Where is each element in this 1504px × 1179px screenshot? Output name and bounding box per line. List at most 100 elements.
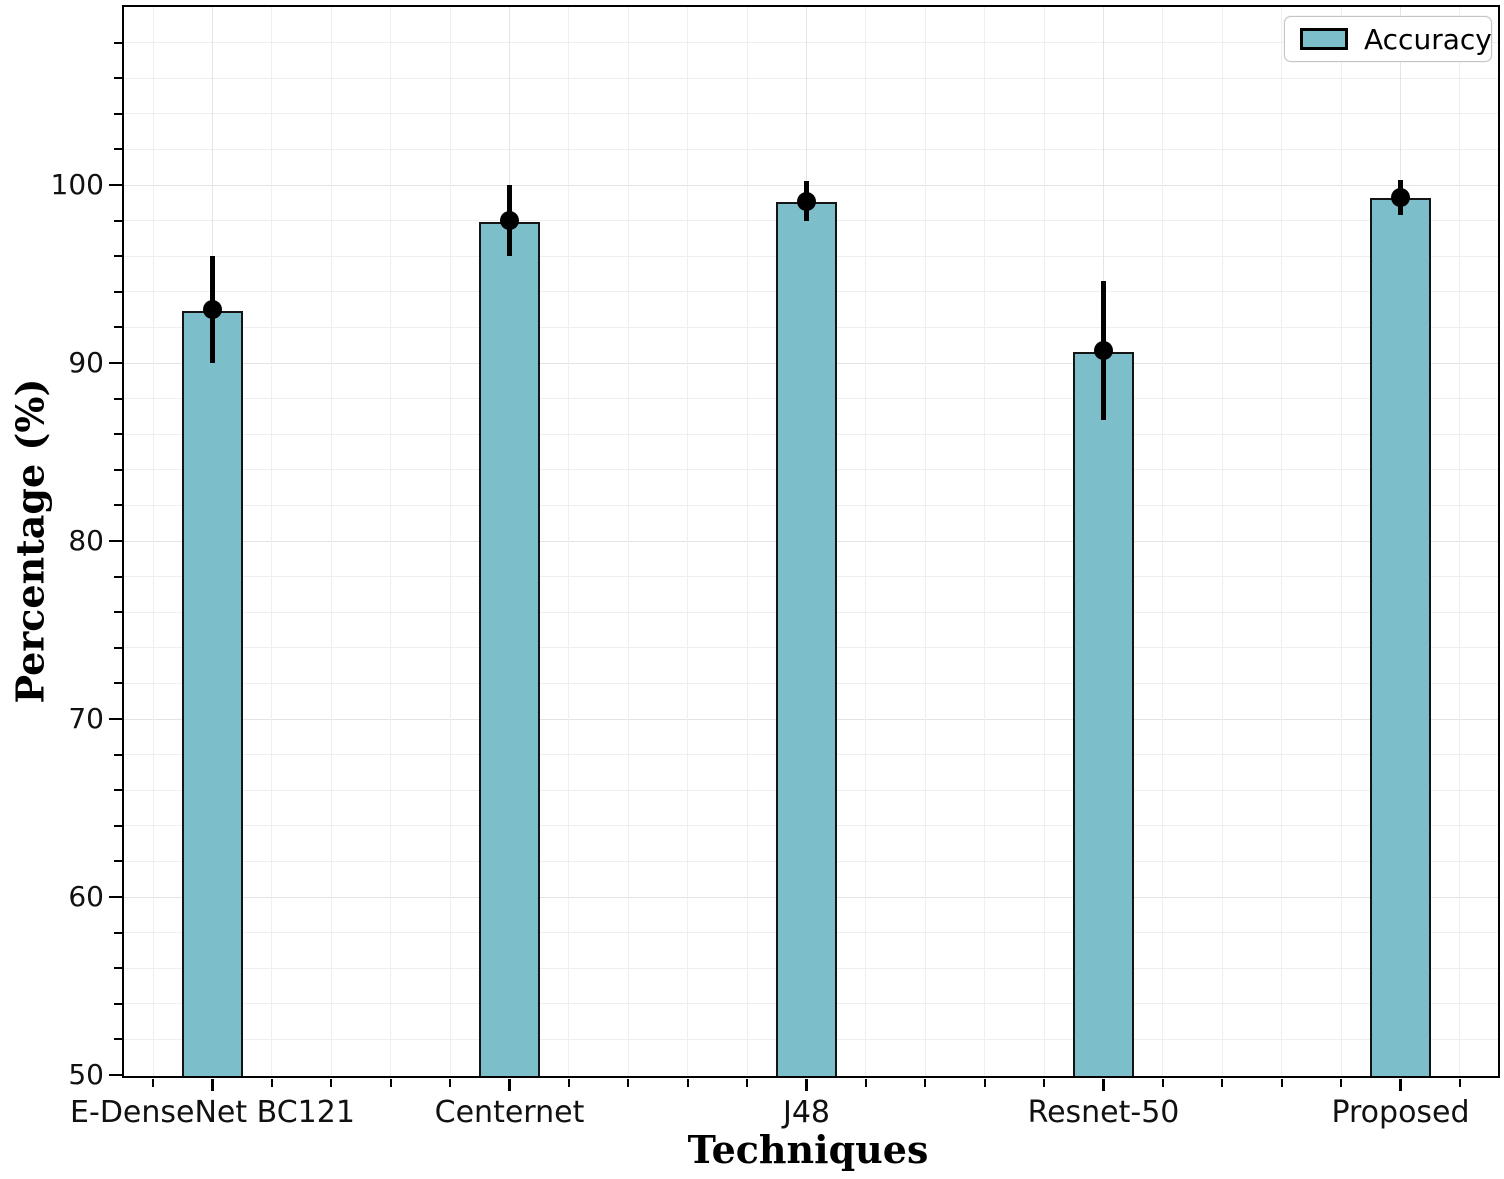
minor-gridline-v: [746, 7, 748, 1076]
x-minor-tick: [983, 1078, 986, 1087]
mean-marker: [500, 211, 519, 231]
y-tick-label: 60: [68, 880, 104, 913]
y-tick-label: 80: [68, 524, 104, 557]
minor-gridline-v: [1281, 7, 1283, 1076]
bar-j48: [776, 202, 837, 1076]
y-tick-label: 50: [68, 1058, 104, 1091]
y-minor-tick: [114, 326, 122, 329]
y-minor-tick: [114, 682, 122, 685]
x-minor-tick: [330, 1078, 333, 1087]
x-major-tick: [1102, 1078, 1105, 1091]
y-minor-tick: [114, 148, 122, 151]
y-minor-tick: [114, 255, 122, 258]
minor-gridline-v: [984, 7, 986, 1076]
minor-gridline-v: [152, 7, 154, 1076]
y-major-tick: [109, 183, 122, 187]
bar-centernet: [479, 221, 540, 1076]
x-tick-label: Resnet-50: [1027, 1095, 1180, 1130]
y-minor-tick: [114, 290, 122, 293]
y-minor-tick: [114, 219, 122, 222]
bar-e-densenet-bc121: [182, 310, 243, 1076]
mean-marker: [797, 191, 816, 211]
minor-gridline-h: [124, 42, 1498, 44]
x-minor-tick: [746, 1078, 749, 1087]
minor-gridline-h: [124, 148, 1498, 150]
x-minor-tick: [567, 1078, 570, 1087]
minor-gridline-v: [1459, 7, 1461, 1076]
plot-area: E-DenseNet BC121 Centernet J48 Resnet-50 Pro…: [51, 5, 1500, 1130]
x-major-tick: [1399, 1078, 1402, 1091]
minor-gridline-v: [1221, 7, 1223, 1076]
minor-gridline-v: [865, 7, 867, 1076]
y-minor-tick: [114, 433, 122, 436]
x-minor-tick: [864, 1078, 867, 1087]
x-minor-tick: [152, 1078, 155, 1087]
bar-resnet-50: [1073, 351, 1134, 1076]
x-minor-tick: [627, 1078, 630, 1087]
y-major-tick: [109, 717, 122, 721]
x-minor-tick: [1161, 1078, 1164, 1087]
y-minor-tick: [114, 753, 122, 756]
y-minor-tick: [114, 860, 122, 863]
y-tick-label: 90: [68, 346, 104, 379]
bars-layer: [124, 7, 1498, 1076]
x-major-tick: [805, 1078, 808, 1091]
mean-marker: [203, 300, 222, 320]
y-minor-tick: [114, 575, 122, 578]
x-minor-tick: [1458, 1078, 1461, 1087]
minor-gridline-v: [1043, 7, 1045, 1076]
minor-gridline-v: [390, 7, 392, 1076]
y-minor-tick: [114, 468, 122, 471]
x-minor-tick: [924, 1078, 927, 1087]
y-minor-tick: [114, 1002, 122, 1005]
y-minor-tick: [114, 789, 122, 792]
minor-gridline-v: [330, 7, 332, 1076]
y-minor-tick: [114, 611, 122, 614]
minor-gridline-v: [1340, 7, 1342, 1076]
y-tick-label: 70: [68, 702, 104, 735]
minor-gridline-v: [627, 7, 629, 1076]
mean-marker: [1094, 341, 1113, 361]
y-minor-tick: [114, 967, 122, 970]
ticks-layer: E-DenseNet BC121 Centernet J48 Resnet-50 Pro…: [51, 7, 1498, 1130]
y-tick-label: 100: [50, 168, 104, 201]
x-minor-tick: [270, 1078, 273, 1087]
y-minor-tick: [114, 77, 122, 80]
y-minor-tick: [114, 931, 122, 934]
y-minor-tick: [114, 824, 122, 827]
x-axis-title: Techniques: [687, 1127, 929, 1172]
minor-gridline-h: [124, 113, 1498, 115]
x-minor-tick: [686, 1078, 689, 1087]
x-major-tick: [211, 1078, 214, 1091]
legend: Accuracy: [1284, 16, 1492, 62]
minor-gridline-v: [568, 7, 570, 1076]
bar-proposed: [1370, 198, 1431, 1076]
minor-gridline-v: [271, 7, 273, 1076]
legend-swatch: [1300, 28, 1348, 50]
x-tick-label: Proposed: [1331, 1095, 1470, 1130]
x-tick-label: E-DenseNet BC121: [70, 1095, 355, 1130]
x-minor-tick: [389, 1078, 392, 1087]
x-minor-tick: [1043, 1078, 1046, 1087]
major-gridline-h: [124, 184, 1498, 186]
x-minor-tick: [449, 1078, 452, 1087]
x-major-tick: [508, 1078, 511, 1091]
y-minor-tick: [114, 504, 122, 507]
y-major-tick: [109, 361, 122, 365]
x-minor-tick: [1221, 1078, 1224, 1087]
minor-gridline-v: [449, 7, 451, 1076]
y-minor-tick: [114, 397, 122, 400]
x-tick-label: Centernet: [434, 1095, 585, 1130]
minor-gridline-h: [124, 77, 1498, 79]
minor-gridline-v: [1162, 7, 1164, 1076]
minor-gridline-v: [924, 7, 926, 1076]
y-minor-tick: [114, 112, 122, 115]
x-minor-tick: [1280, 1078, 1283, 1087]
mean-marker: [1391, 187, 1410, 207]
legend-label: Accuracy: [1364, 22, 1492, 56]
y-minor-tick: [114, 41, 122, 44]
y-major-tick: [109, 895, 122, 899]
x-tick-label: J48: [782, 1095, 831, 1130]
minor-gridline-v: [687, 7, 689, 1076]
